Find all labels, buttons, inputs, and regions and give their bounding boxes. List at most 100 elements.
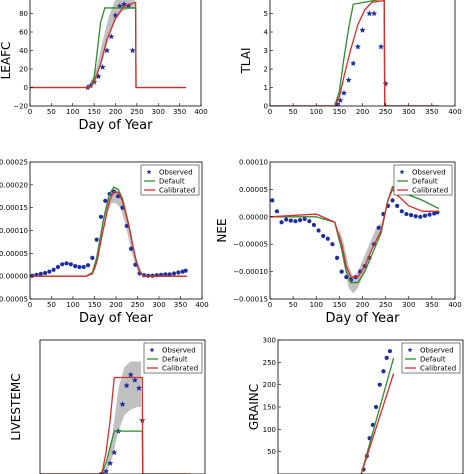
series-line-default (270, 0, 439, 106)
data-point-observed (99, 63, 106, 70)
plot-frame (39, 339, 206, 474)
y-tick-label: 200 (263, 381, 276, 389)
x-tick-label: 50 (47, 301, 56, 309)
data-point-observed (116, 2, 123, 9)
x-tick-label: 250 (131, 301, 144, 309)
y-tick-label: 5 (264, 10, 268, 18)
data-point-observed (274, 209, 280, 214)
x-axis-label: Day of Year (326, 311, 401, 326)
y-tick-label: 20 (19, 66, 28, 74)
data-point-observed (163, 272, 168, 277)
x-tick-label: 0 (28, 301, 32, 309)
series-line-calibrated (360, 373, 395, 474)
chart-panel-1: 0 50 100 150 200 250 300 350 400−20020406080LEAF… (0, 0, 208, 133)
y-tick-label: 250 (263, 359, 276, 367)
x-axis-label: Day of Year (79, 118, 154, 133)
chart-panel-2: 0 50 100 150 200 250 300 350 400 0 1 2 3 4 5 TLAI (239, 0, 462, 116)
x-tick-label: 100 (66, 108, 79, 116)
y-axis-label: NEE (215, 218, 229, 242)
y-tick-label: 100 (263, 426, 276, 434)
data-point-observed (373, 404, 379, 410)
data-point-observed (316, 228, 321, 233)
legend-label: Calibrated (162, 365, 198, 373)
data-point-observed (334, 255, 340, 260)
x-tick-label: 150 (87, 108, 100, 116)
data-point-observed (432, 211, 437, 216)
data-point-observed (103, 47, 110, 54)
x-tick-label: 150 (88, 301, 101, 309)
data-point-observed (108, 33, 115, 40)
data-point-observed (123, 382, 130, 389)
series-line-calibrated (40, 376, 191, 474)
uncertainty-band (339, 222, 381, 294)
y-tick-label: 40 (19, 47, 28, 55)
y-axis-label: LIVESTEMC (9, 373, 23, 440)
y-tick-label: 4 (264, 29, 269, 37)
y-tick-label: 0.00000 (239, 213, 268, 221)
data-point-observed (68, 262, 73, 267)
series-group (30, 1, 187, 91)
data-point-observed (382, 80, 389, 87)
data-point-observed (321, 233, 326, 239)
legend-marker-observed (149, 347, 155, 353)
x-tick-label: 0 (28, 108, 32, 116)
series-group (30, 186, 188, 278)
uncertainty-band (89, 0, 135, 86)
data-point-observed (111, 449, 118, 456)
data-point-observed (427, 212, 432, 217)
data-point-observed (334, 100, 341, 106)
data-point-observed (119, 401, 126, 407)
data-point-observed (376, 225, 381, 230)
legend-label: Default (162, 356, 188, 364)
series-group (40, 371, 191, 474)
data-point-observed (284, 217, 289, 222)
data-point-observed (371, 10, 378, 17)
data-point-observed (345, 76, 352, 83)
chart-panel-4: 0 50 100 150 200 250 300 350 400 −0.00015 −0.00010… (215, 159, 462, 327)
series-line-default (30, 186, 187, 277)
y-tick-label: 0.00020 (0, 181, 28, 189)
data-point-observed (366, 10, 373, 17)
data-point-observed (131, 377, 138, 383)
x-tick-label: 100 (66, 301, 79, 309)
x-tick-label: 300 (402, 108, 415, 116)
y-tick-label: 150 (263, 404, 276, 412)
y-tick-label: 0.00010 (239, 159, 268, 167)
legend-label: Default (420, 356, 446, 364)
x-tick-label: 200 (109, 108, 122, 116)
y-tick-label: 0.00000 (0, 273, 28, 281)
data-point-observed (381, 369, 386, 374)
data-point-observed (124, 223, 129, 229)
legend-label: Observed (162, 347, 196, 355)
data-point-observed (270, 198, 275, 203)
x-tick-label: 350 (174, 301, 187, 309)
legend-label: Calibrated (412, 187, 448, 195)
data-point-observed (90, 255, 95, 260)
x-tick-label: 350 (173, 108, 186, 116)
y-tick-label: −0.00005 (0, 296, 28, 304)
series-line-default (360, 357, 395, 474)
data-point-observed (408, 213, 414, 218)
data-point-observed (171, 271, 177, 276)
series-line-calibrated (30, 1, 187, 89)
y-tick-label: −0.00010 (233, 268, 268, 276)
x-tick-label: 350 (425, 301, 438, 309)
y-tick-label: 0 (24, 84, 28, 92)
y-tick-label: 60 (19, 29, 28, 37)
y-tick-label: 0.00005 (0, 250, 28, 258)
data-point-observed (337, 97, 344, 104)
legend-marker-observed (407, 347, 413, 353)
x-tick-label: 250 (130, 108, 143, 116)
data-point-observed (418, 214, 423, 219)
series-line-default (270, 185, 440, 284)
x-tick-label: 400 (448, 301, 461, 309)
y-tick-label: 0 (264, 103, 268, 111)
x-tick-label: 400 (448, 108, 461, 116)
x-tick-label: 250 (379, 108, 392, 116)
y-tick-label: −0.00005 (233, 241, 268, 249)
legend-marker-observed (399, 169, 405, 175)
x-tick-label: 50 (289, 301, 298, 309)
